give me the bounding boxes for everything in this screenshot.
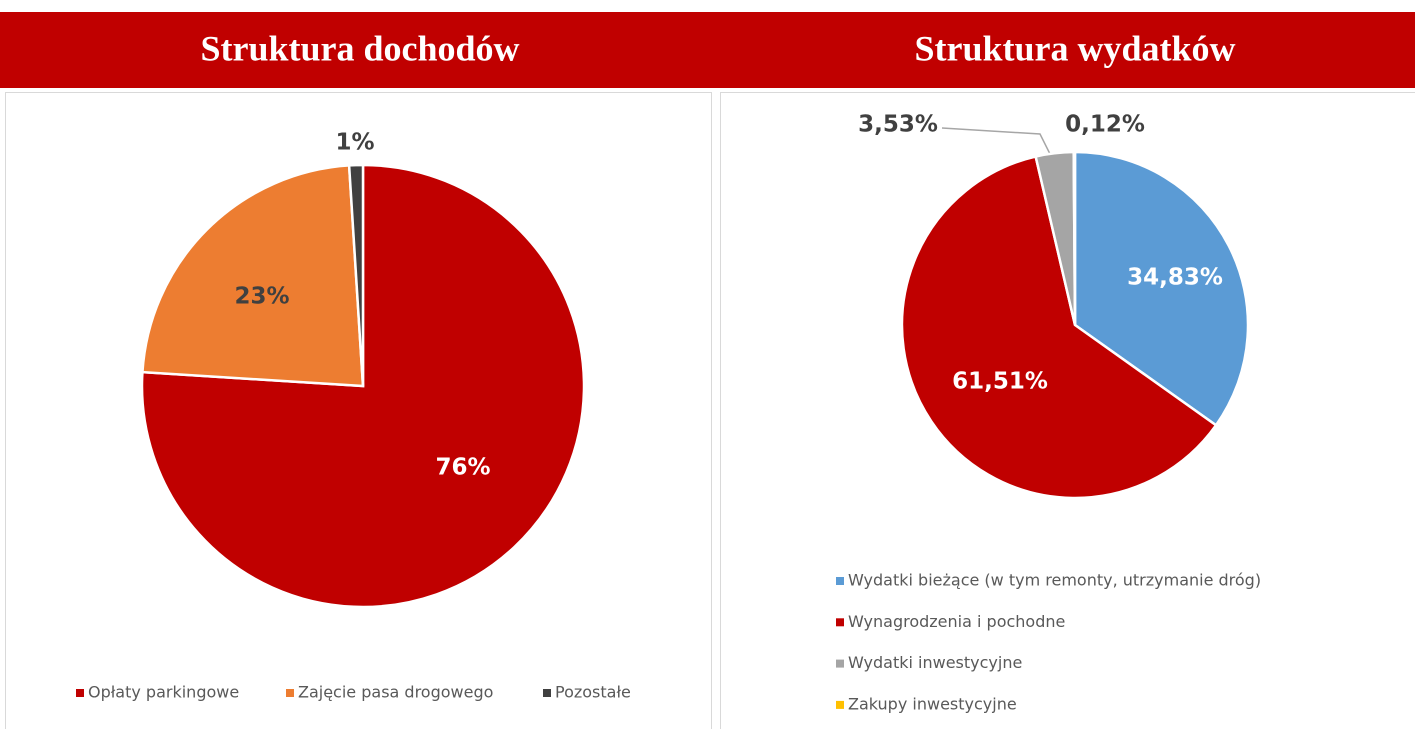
data-label: 76% [435, 455, 490, 481]
header-bar [0, 12, 1415, 88]
data-label: 0,12% [1065, 112, 1145, 138]
legend-label: Wydatki inwestycyjne [848, 653, 1022, 672]
data-label: 34,83% [1127, 265, 1223, 291]
data-label: 3,53% [858, 112, 938, 138]
legend-swatch [836, 577, 844, 585]
data-label: 61,51% [952, 369, 1048, 395]
chart-title: Struktura dochodów [200, 28, 519, 68]
pie-slice [1073, 150, 1250, 427]
legend-label: Pozostałe [555, 683, 631, 702]
leader-line [941, 127, 1053, 159]
pie-slice [141, 164, 365, 388]
pie-slice [1072, 150, 1077, 326]
pie-slice [900, 155, 1218, 500]
legend-label: Zakupy inwestycyjne [848, 694, 1017, 713]
legend-label: Wydatki bieżące (w tym remonty, utrzyman… [848, 571, 1261, 590]
pie-slice [140, 163, 586, 609]
data-label: 23% [234, 284, 289, 310]
legend-label: Opłaty parkingowe [88, 683, 239, 702]
legend-swatch [543, 689, 551, 697]
legend-label: Zajęcie pasa drogowego [298, 683, 493, 702]
chart-title: Struktura wydatków [914, 28, 1235, 68]
legend-swatch [836, 700, 844, 709]
legend-label: Wynagrodzenia i pochodne [848, 612, 1065, 631]
legend-swatch [836, 618, 844, 627]
legend-swatch [286, 689, 294, 697]
data-label: 1% [335, 130, 374, 156]
legend-swatch [836, 659, 844, 668]
pie-slice [347, 163, 365, 387]
legend-swatch [76, 689, 84, 697]
